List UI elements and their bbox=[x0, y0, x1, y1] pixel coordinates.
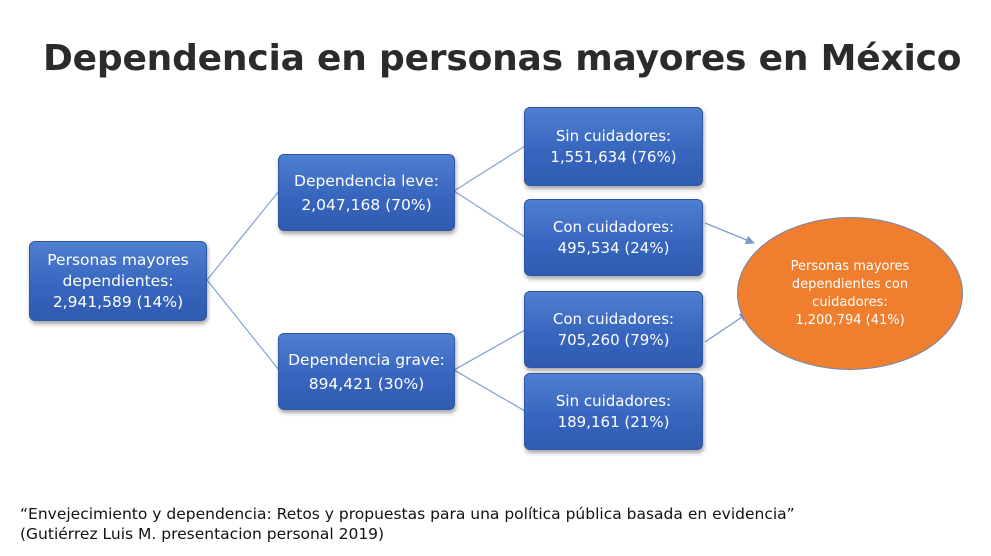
result-line: dependientes con bbox=[791, 276, 909, 292]
node-line: Sin cuidadores: bbox=[555, 391, 672, 410]
node-line: 1,551,634 (76%) bbox=[550, 147, 677, 166]
node-leve-con-cuidadores: Con cuidadores: 495,534 (24%) bbox=[524, 199, 703, 276]
node-line: Con cuidadores: bbox=[552, 217, 675, 236]
node-dependencia-leve: Dependencia leve: 2,047,168 (70%) bbox=[278, 154, 455, 231]
node-grave-con-cuidadores: Con cuidadores: 705,260 (79%) bbox=[524, 291, 703, 368]
source-citation: “Envejecimiento y dependencia: Retos y p… bbox=[20, 504, 795, 544]
node-line: Sin cuidadores: bbox=[555, 126, 672, 145]
citation-line: “Envejecimiento y dependencia: Retos y p… bbox=[20, 505, 795, 523]
node-line: Dependencia grave: bbox=[288, 350, 445, 369]
citation-line: (Gutiérrez Luis M. presentacion personal… bbox=[20, 525, 385, 543]
connector-leve-con bbox=[453, 190, 526, 238]
arrow-leve-con-to-result bbox=[704, 222, 755, 245]
node-line: Dependencia leve: bbox=[294, 171, 439, 190]
result-line: cuidadores: bbox=[812, 294, 888, 310]
result-con-cuidadores-ellipse: Personas mayores dependientes con cuidad… bbox=[737, 217, 963, 370]
node-grave-sin-cuidadores: Sin cuidadores: 189,161 (21%) bbox=[524, 373, 703, 450]
node-line: 705,260 (79%) bbox=[557, 330, 670, 349]
node-line: 495,534 (24%) bbox=[557, 238, 670, 257]
connector-leve-sin bbox=[453, 145, 526, 192]
result-line: 1,200,794 (41%) bbox=[795, 312, 905, 328]
connector-root-leve bbox=[206, 190, 280, 281]
connector-root-grave bbox=[206, 279, 280, 371]
node-line: 189,161 (21%) bbox=[557, 412, 670, 431]
connector-grave-con bbox=[453, 329, 526, 371]
node-line: Con cuidadores: bbox=[552, 309, 675, 328]
page-title: Dependencia en personas mayores en Méxic… bbox=[43, 38, 962, 79]
node-line: Personas mayores bbox=[47, 250, 189, 269]
node-line: dependientes: bbox=[62, 271, 174, 290]
node-leve-sin-cuidadores: Sin cuidadores: 1,551,634 (76%) bbox=[524, 107, 703, 186]
node-personas-dependientes: Personas mayores dependientes: 2,941,589… bbox=[29, 241, 207, 321]
node-line: 894,421 (30%) bbox=[308, 374, 425, 393]
node-dependencia-grave: Dependencia grave: 894,421 (30%) bbox=[278, 333, 455, 410]
node-line: 2,941,589 (14%) bbox=[52, 292, 184, 311]
arrow-grave-con-to-result bbox=[704, 312, 749, 343]
node-line: 2,047,168 (70%) bbox=[301, 195, 432, 214]
result-line: Personas mayores bbox=[790, 258, 910, 274]
connector-grave-sin bbox=[453, 369, 526, 412]
